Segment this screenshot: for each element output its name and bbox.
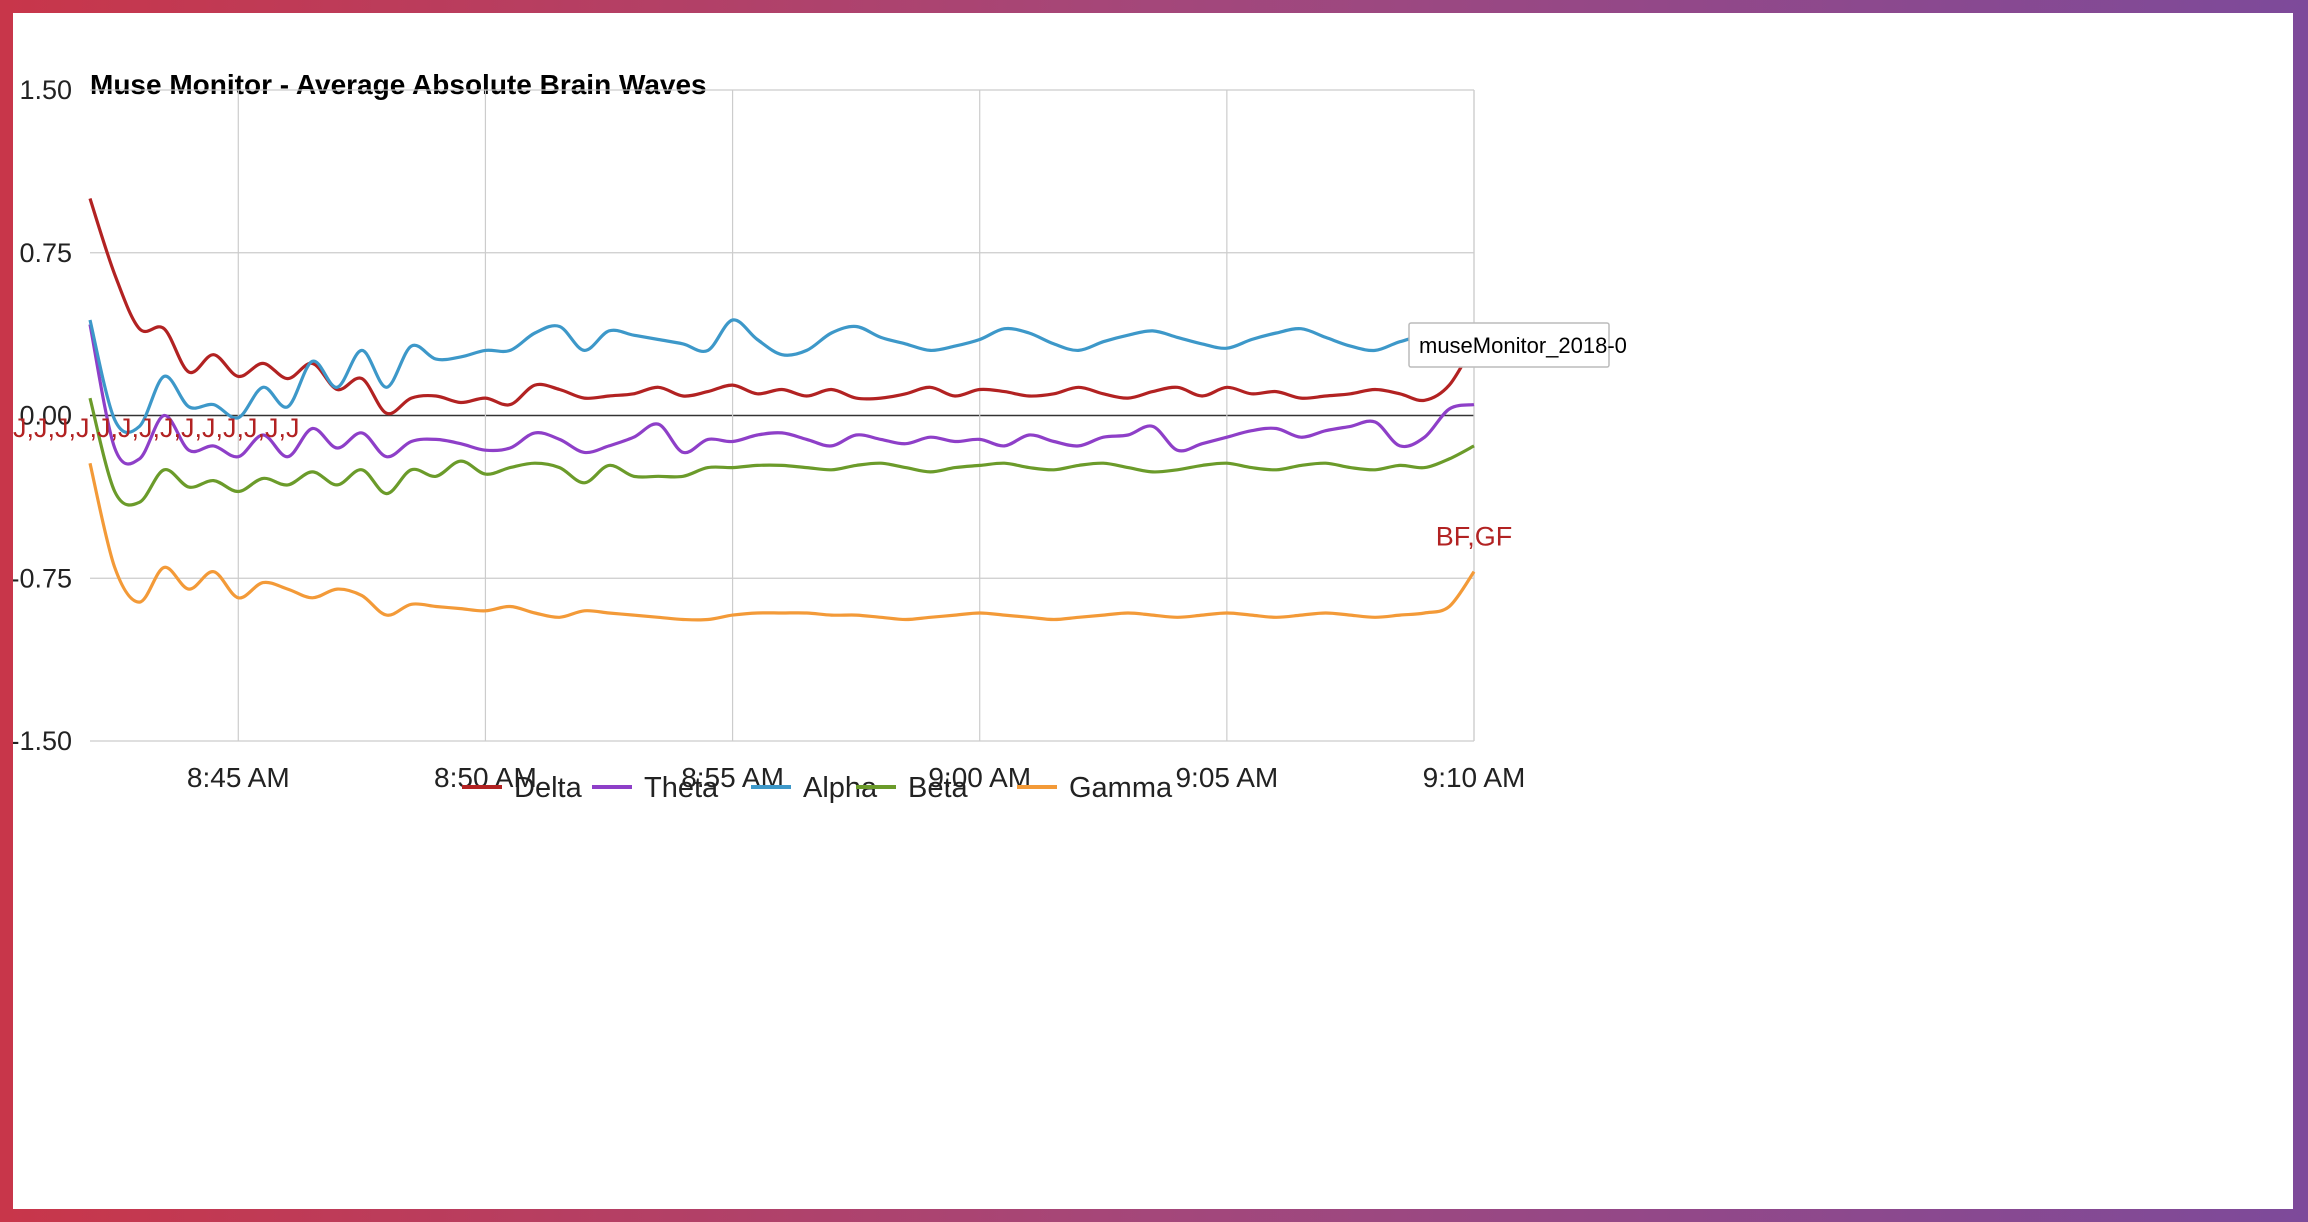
- tooltip: museMonitor_2018-0: [1408, 322, 1627, 368]
- legend-label: Theta: [644, 772, 719, 804]
- series-lines: [88, 198, 1476, 622]
- annotations: J,J,J,J,J,J,J,J,J,J,J,J,J,J BF,GF: [13, 413, 1512, 552]
- series-line-gamma: [88, 462, 1476, 622]
- chart-frame: Muse Monitor - Average Absolute Brain Wa…: [13, 13, 2293, 1209]
- y-tick-label: 1.50: [19, 75, 72, 105]
- legend-item-gamma[interactable]: Gamma: [1017, 772, 1173, 804]
- series-line-delta: [88, 198, 1476, 416]
- y-tick-label: 0.75: [19, 238, 72, 268]
- legend-label: Gamma: [1069, 772, 1173, 804]
- tooltip-box: [1408, 322, 1610, 368]
- legend-item-delta[interactable]: Delta: [462, 772, 583, 804]
- chart-title: Muse Monitor - Average Absolute Brain Wa…: [90, 69, 707, 100]
- series-line-theta: [88, 324, 1475, 466]
- x-axis-ticks: 8:45 AM 8:50 AM 8:55 AM 9:00 AM 9:05 AM 9:10 …: [187, 762, 1525, 793]
- legend: Delta Theta Alpha Beta Gamma: [462, 772, 1173, 804]
- annotation-label: BF,GF: [1436, 522, 1513, 552]
- legend-item-beta[interactable]: Beta: [856, 772, 969, 804]
- legend-item-alpha[interactable]: Alpha: [751, 772, 878, 804]
- x-tick-label: 9:05 AM: [1175, 762, 1278, 793]
- y-axis-ticks: 1.50 0.75 0.00 -0.75 -1.50: [13, 75, 72, 756]
- tooltip-text: museMonitor_2018-0: [1419, 333, 1627, 358]
- x-tick-label: 9:00 AM: [928, 762, 1031, 793]
- y-tick-label: -1.50: [13, 726, 72, 756]
- legend-item-theta[interactable]: Theta: [592, 772, 719, 804]
- y-tick-label: -0.75: [13, 563, 72, 593]
- annotation-label: J,J,J,J,J,J,J,J,J,J,J,J,J,J: [13, 413, 300, 443]
- x-tick-label: 8:45 AM: [187, 762, 290, 793]
- y-tick-label: 0.00: [19, 401, 72, 431]
- grid-lines: [90, 89, 1475, 742]
- series-line-alpha: [88, 318, 1475, 435]
- x-tick-label: 9:10 AM: [1423, 762, 1526, 793]
- legend-label: Delta: [514, 772, 583, 804]
- legend-label: Beta: [908, 772, 969, 804]
- brain-waves-chart: Muse Monitor - Average Absolute Brain Wa…: [13, 69, 1627, 804]
- series-line-beta: [88, 397, 1475, 507]
